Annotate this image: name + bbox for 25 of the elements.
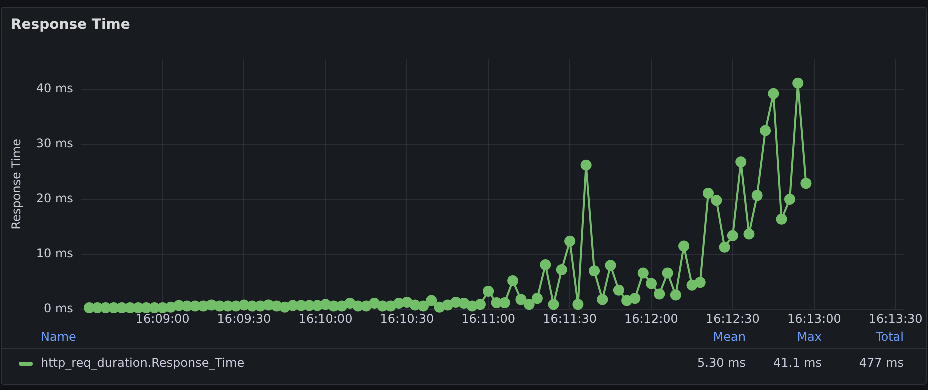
text: Max [797, 329, 822, 346]
y-tick-label: 20 ms [36, 192, 74, 206]
y-tick-label: 10 ms [36, 246, 74, 261]
text: 5.30 ms [698, 355, 746, 372]
text: Total [876, 329, 904, 346]
x-tick-label: 16:12:30 [706, 312, 760, 326]
x-tick-label: 16:10:00 [298, 312, 353, 326]
text: 477 ms [859, 355, 904, 372]
y-tick-label: 0 ms [44, 302, 74, 316]
x-tick-label: 16:11:00 [462, 312, 516, 326]
y-axis-title: Response Time [9, 138, 24, 230]
y-tick-label: 40 ms [36, 82, 74, 96]
y-tick-label: 30 ms [36, 136, 74, 151]
x-tick-label: 16:11:30 [543, 312, 598, 326]
text: Name [41, 329, 76, 346]
x-tick-label: 16:13:00 [787, 312, 842, 326]
x-tick-label: 16:09:00 [136, 312, 190, 326]
legend-label: http_req_duration.Response_Time [41, 355, 245, 372]
x-tick-label: 16:10:30 [380, 312, 434, 326]
chart-title: Response Time [11, 17, 130, 33]
text: Mean [713, 329, 746, 346]
x-tick-label: 16:13:30 [868, 312, 923, 326]
x-tick-label: 16:09:30 [217, 312, 272, 326]
text: 41.1 ms [774, 355, 822, 372]
x-tick-label: 16:12:00 [624, 312, 678, 326]
